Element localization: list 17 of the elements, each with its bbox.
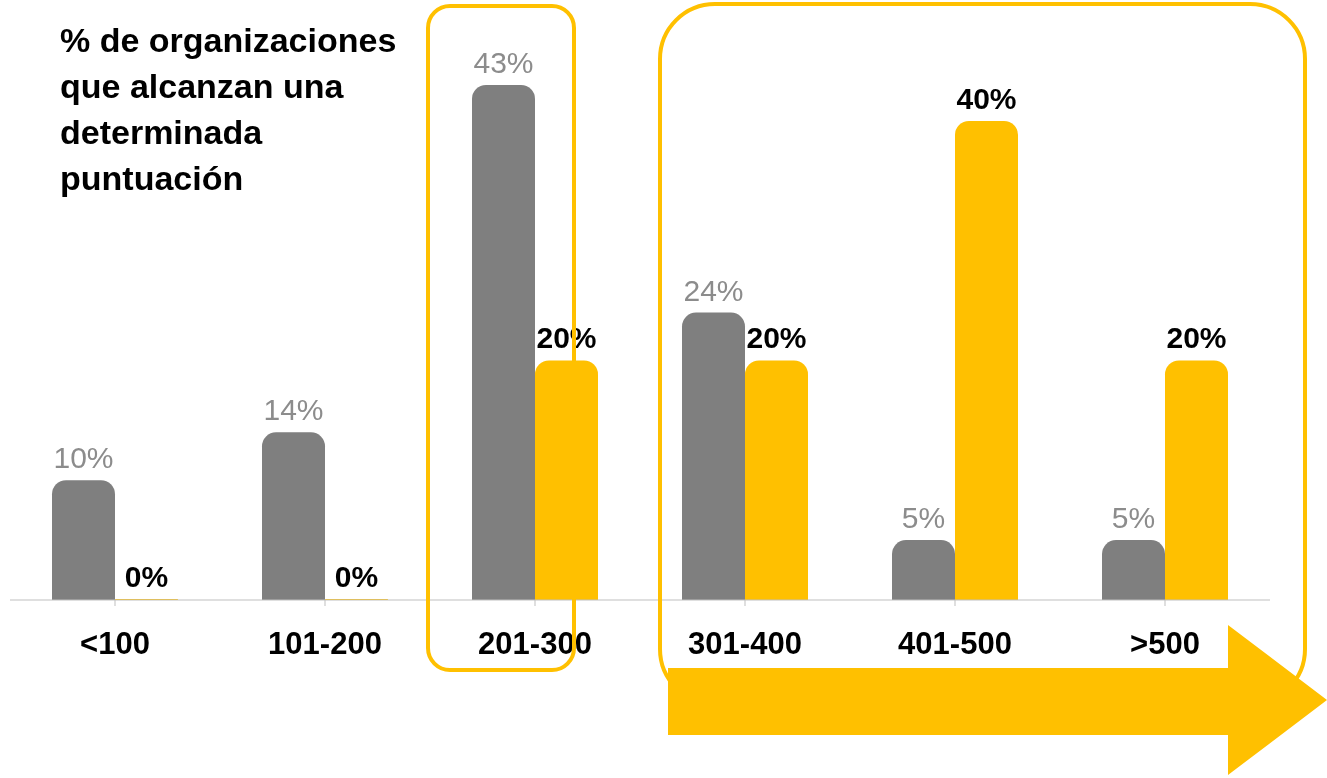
- data-label: 43%: [473, 46, 534, 79]
- data-label: 0%: [334, 560, 379, 593]
- data-label: 20%: [746, 321, 807, 355]
- x-tick-label: 301-400: [688, 626, 802, 662]
- data-label: 24%: [683, 273, 744, 307]
- x-tick-label: >500: [1130, 626, 1200, 662]
- x-tick-label: 101-200: [268, 626, 382, 662]
- chart-title: % de organizaciones que alcanzan una determinada puntuación: [60, 20, 398, 199]
- data-label: 5%: [1111, 501, 1156, 535]
- data-label: 20%: [1166, 321, 1227, 355]
- x-tick-label: <100: [80, 626, 150, 662]
- data-label: 5%: [901, 501, 946, 535]
- data-label: 40%: [956, 81, 1017, 115]
- data-label: 0%: [124, 560, 169, 593]
- x-tick-label: 401-500: [898, 626, 1012, 662]
- data-label: 10%: [53, 441, 114, 475]
- data-label: 14%: [263, 393, 324, 427]
